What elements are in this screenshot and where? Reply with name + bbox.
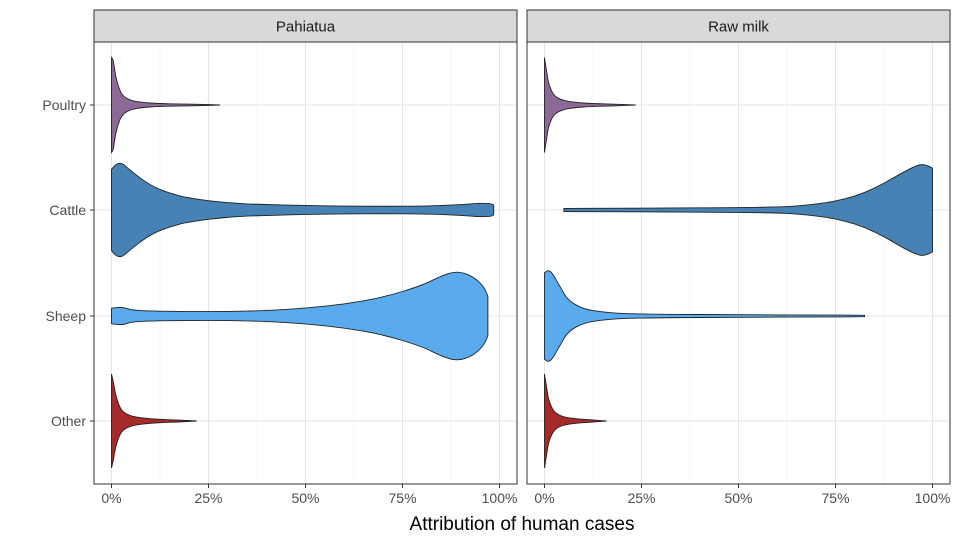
violin-poultry-0 bbox=[111, 56, 221, 154]
x-tick-label: 0% bbox=[534, 490, 554, 506]
x-tick-label: 50% bbox=[291, 490, 319, 506]
violin-sheep-0 bbox=[111, 271, 489, 361]
y-tick-label-other: Other bbox=[51, 413, 86, 429]
facet-title: Raw milk bbox=[708, 19, 769, 36]
x-tick-label: 25% bbox=[627, 490, 655, 506]
x-tick-label: 75% bbox=[389, 490, 417, 506]
x-tick-label: 25% bbox=[194, 490, 222, 506]
x-tick-label: 0% bbox=[101, 490, 121, 506]
x-tick-label: 100% bbox=[915, 490, 951, 506]
y-tick-label-cattle: Cattle bbox=[49, 202, 86, 218]
facet-panel-1: Raw milk 0% 25% 50% 75% 100% bbox=[526, 9, 951, 506]
x-tick-label: 75% bbox=[822, 490, 850, 506]
violin-other-1 bbox=[544, 373, 607, 469]
x-tick-label: 100% bbox=[482, 490, 518, 506]
facet-strip bbox=[526, 9, 951, 43]
y-tick-label-poultry: Poultry bbox=[42, 97, 86, 113]
facet-panel-0: Pahiatua 0% 25% 50% 75% 100% bbox=[93, 9, 518, 506]
violin-other-0 bbox=[111, 373, 197, 469]
violin-poultry-1 bbox=[544, 57, 636, 153]
violin-sheep-1 bbox=[544, 270, 866, 362]
y-tick-label-sheep: Sheep bbox=[46, 308, 87, 324]
x-tick-label: 50% bbox=[724, 490, 752, 506]
facet-title: Pahiatua bbox=[276, 19, 336, 36]
facet-strip bbox=[93, 9, 518, 43]
violin-cattle-1 bbox=[563, 164, 933, 256]
x-axis-title: Attribution of human cases bbox=[410, 514, 635, 535]
violin-cattle-0 bbox=[111, 162, 495, 258]
